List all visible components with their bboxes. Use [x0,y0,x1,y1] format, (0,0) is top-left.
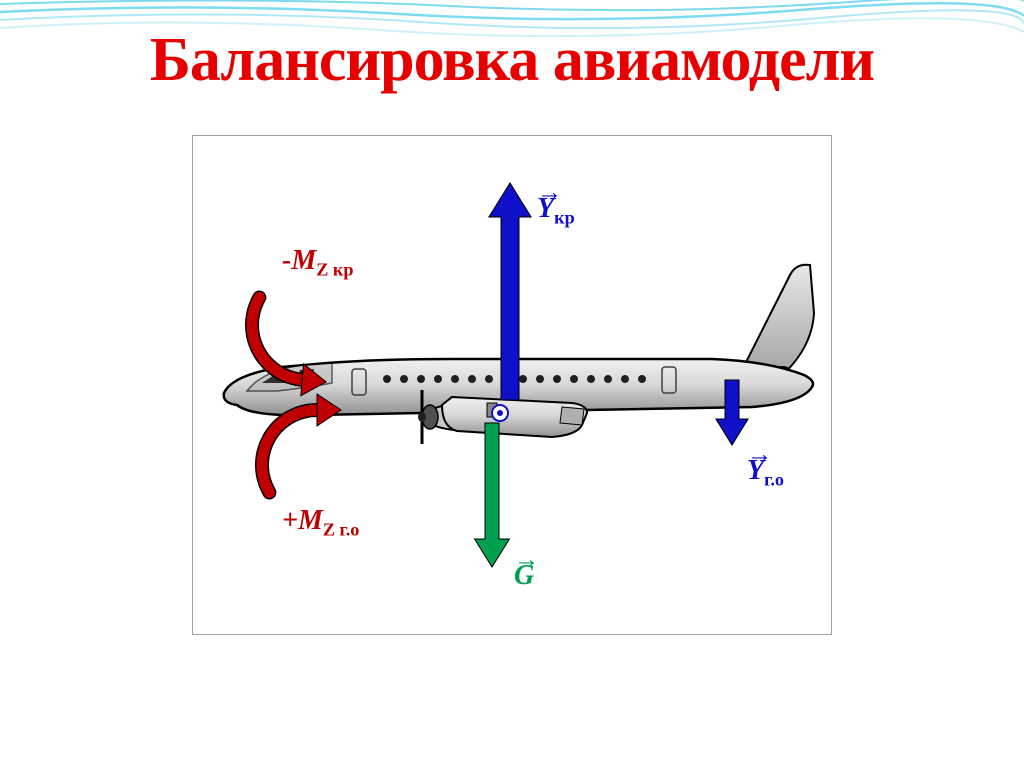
label-Mz_pos: +MZ г.о [282,505,359,541]
arrow-gravity [475,423,510,567]
label-Mz_neg: -MZ кр [282,245,354,281]
label-G: G [514,560,534,592]
force-diagram [192,135,832,635]
slide: Балансировка авиамодели [0,0,1024,767]
cg-marker [492,405,508,421]
label-Y_go: Yг.о [747,455,784,491]
slide-title: Балансировка авиамодели [0,25,1024,96]
label-Y_kr: Yкр [537,193,575,229]
